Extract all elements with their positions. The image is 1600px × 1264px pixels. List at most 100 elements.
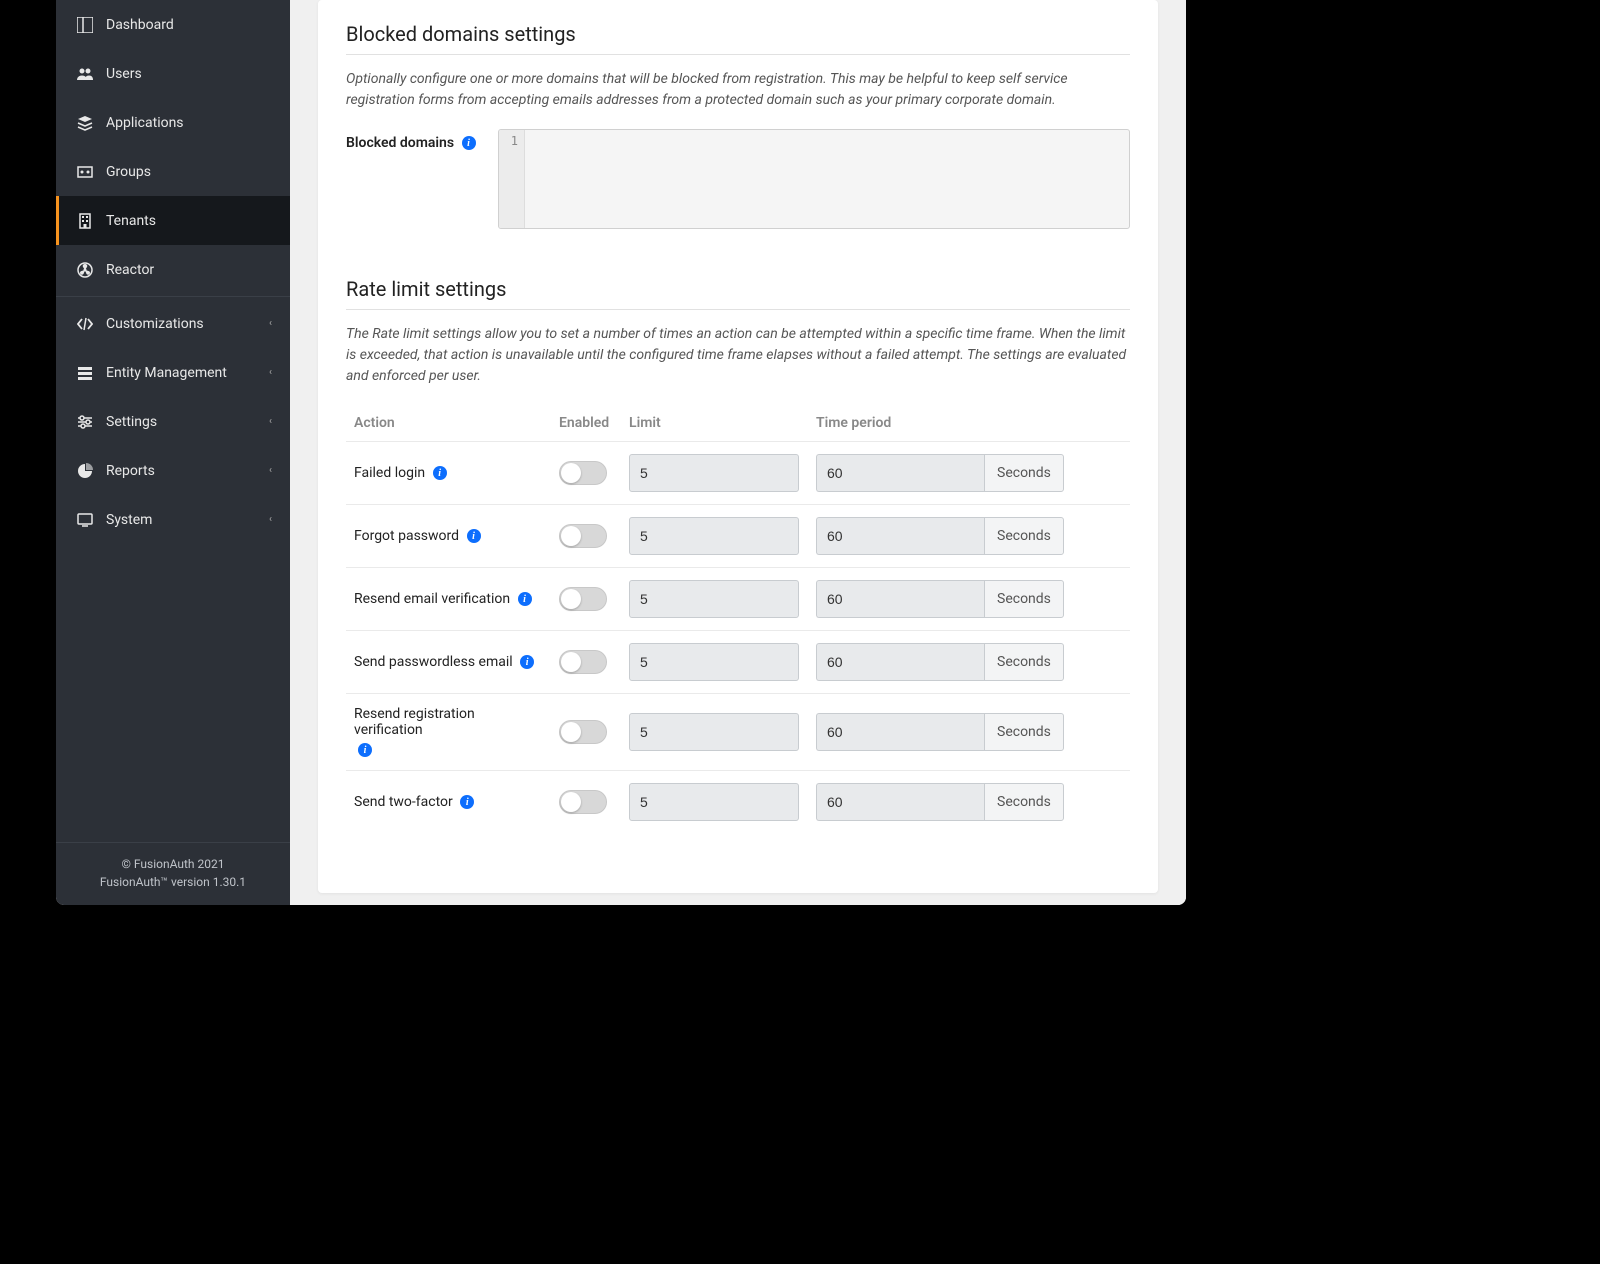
rate-limit-row: Forgot password i Seconds <box>346 505 1130 568</box>
th-period: Time period <box>808 405 1130 442</box>
footer-copyright: © FusionAuth 2021 <box>64 855 282 873</box>
info-icon[interactable]: i <box>518 592 532 606</box>
enabled-toggle[interactable] <box>559 587 607 611</box>
sidebar-item-system[interactable]: System ‹ <box>56 495 290 544</box>
entity-icon <box>74 365 96 381</box>
main-content: Blocked domains settings Optionally conf… <box>290 0 1186 905</box>
sidebar-item-label: Groups <box>106 164 151 180</box>
limit-input[interactable] <box>629 580 799 618</box>
info-icon[interactable]: i <box>460 795 474 809</box>
sidebar-item-label: Dashboard <box>106 17 174 33</box>
enabled-toggle[interactable] <box>559 720 607 744</box>
period-input[interactable] <box>816 454 984 492</box>
period-unit: Seconds <box>984 517 1064 555</box>
enabled-toggle[interactable] <box>559 524 607 548</box>
sidebar-group-secondary: Customizations‹Entity Management‹Setting… <box>56 299 290 544</box>
period-unit: Seconds <box>984 643 1064 681</box>
rate-limit-desc: The Rate limit settings allow you to set… <box>346 324 1130 387</box>
info-icon[interactable]: i <box>433 466 447 480</box>
th-action: Action <box>346 405 551 442</box>
rate-action-label: Failed login i <box>346 442 551 505</box>
sidebar-item-label: Entity Management <box>106 365 227 381</box>
code-icon <box>74 316 96 332</box>
period-unit: Seconds <box>984 580 1064 618</box>
rate-limit-row: Resend email verification i Seconds <box>346 568 1130 631</box>
sidebar-item-groups[interactable]: Groups <box>56 147 290 196</box>
limit-input[interactable] <box>629 643 799 681</box>
limit-input[interactable] <box>629 713 799 751</box>
rate-action-label: Send passwordless email i <box>346 631 551 694</box>
sidebar-item-label: Reactor <box>106 262 154 278</box>
rate-action-label: Forgot password i <box>346 505 551 568</box>
enabled-toggle[interactable] <box>559 790 607 814</box>
enabled-toggle[interactable] <box>559 650 607 674</box>
users-icon <box>74 66 96 82</box>
dashboard-icon <box>74 17 96 33</box>
sidebar-item-label: System <box>106 512 152 528</box>
blocked-domains-editor[interactable]: 1 <box>498 129 1130 229</box>
applications-icon <box>74 115 96 131</box>
info-icon[interactable]: i <box>467 529 481 543</box>
rate-limit-table: Action Enabled Limit Time period Failed … <box>346 405 1130 833</box>
rate-limit-row: Failed login i Seconds <box>346 442 1130 505</box>
groups-icon <box>74 164 96 180</box>
info-icon[interactable]: i <box>520 655 534 669</box>
period-input[interactable] <box>816 783 984 821</box>
info-icon[interactable]: i <box>358 743 372 757</box>
sidebar-footer: © FusionAuth 2021 FusionAuth™ version 1.… <box>56 842 290 905</box>
chevron-left-icon: ‹ <box>269 416 272 427</box>
info-icon[interactable]: i <box>462 136 476 150</box>
sidebar-item-customizations[interactable]: Customizations ‹ <box>56 299 290 348</box>
period-input[interactable] <box>816 517 984 555</box>
blocked-domains-label: Blocked domains i <box>346 129 476 151</box>
sidebar-item-label: Users <box>106 66 142 82</box>
tenants-icon <box>74 213 96 229</box>
period-input[interactable] <box>816 713 984 751</box>
sidebar-divider <box>56 296 290 297</box>
enabled-toggle[interactable] <box>559 461 607 485</box>
rate-limit-title: Rate limit settings <box>346 255 1130 310</box>
sidebar-item-reports[interactable]: Reports ‹ <box>56 446 290 495</box>
period-input[interactable] <box>816 643 984 681</box>
rate-action-label: Resend email verification i <box>346 568 551 631</box>
sidebar-item-users[interactable]: Users <box>56 49 290 98</box>
limit-input[interactable] <box>629 517 799 555</box>
sidebar: Dashboard Users Applications Groups Tenants R… <box>56 0 290 905</box>
sidebar-item-label: Applications <box>106 115 184 131</box>
rate-action-label: Send two-factor i <box>346 771 551 834</box>
sidebar-item-entity-management[interactable]: Entity Management ‹ <box>56 348 290 397</box>
sidebar-item-tenants[interactable]: Tenants <box>56 196 290 245</box>
limit-input[interactable] <box>629 783 799 821</box>
chevron-left-icon: ‹ <box>269 367 272 378</box>
limit-input[interactable] <box>629 454 799 492</box>
editor-body[interactable] <box>525 130 1129 228</box>
sidebar-item-label: Customizations <box>106 316 204 332</box>
sidebar-item-settings[interactable]: Settings ‹ <box>56 397 290 446</box>
period-unit: Seconds <box>984 713 1064 751</box>
sidebar-item-label: Tenants <box>106 213 156 229</box>
sidebar-group-main: Dashboard Users Applications Groups Tenants R… <box>56 0 290 294</box>
period-input[interactable] <box>816 580 984 618</box>
blocked-domains-desc: Optionally configure one or more domains… <box>346 69 1130 111</box>
rate-limit-row: Send passwordless email i Seconds <box>346 631 1130 694</box>
period-unit: Seconds <box>984 454 1064 492</box>
sidebar-item-label: Settings <box>106 414 157 430</box>
chevron-left-icon: ‹ <box>269 465 272 476</box>
th-enabled: Enabled <box>551 405 621 442</box>
editor-gutter: 1 <box>499 130 525 228</box>
reactor-icon <box>74 262 96 278</box>
rate-action-label: Resend registration verification i <box>346 694 551 771</box>
th-limit: Limit <box>621 405 808 442</box>
app-window: Dashboard Users Applications Groups Tenants R… <box>56 0 1186 905</box>
sidebar-item-reactor[interactable]: Reactor <box>56 245 290 294</box>
reports-icon <box>74 463 96 479</box>
settings-card: Blocked domains settings Optionally conf… <box>318 0 1158 893</box>
settings-icon <box>74 414 96 430</box>
chevron-left-icon: ‹ <box>269 514 272 525</box>
rate-limit-row: Resend registration verification i Second… <box>346 694 1130 771</box>
chevron-left-icon: ‹ <box>269 318 272 329</box>
sidebar-item-label: Reports <box>106 463 155 479</box>
blocked-domains-title: Blocked domains settings <box>346 0 1130 55</box>
sidebar-item-applications[interactable]: Applications <box>56 98 290 147</box>
sidebar-item-dashboard[interactable]: Dashboard <box>56 0 290 49</box>
